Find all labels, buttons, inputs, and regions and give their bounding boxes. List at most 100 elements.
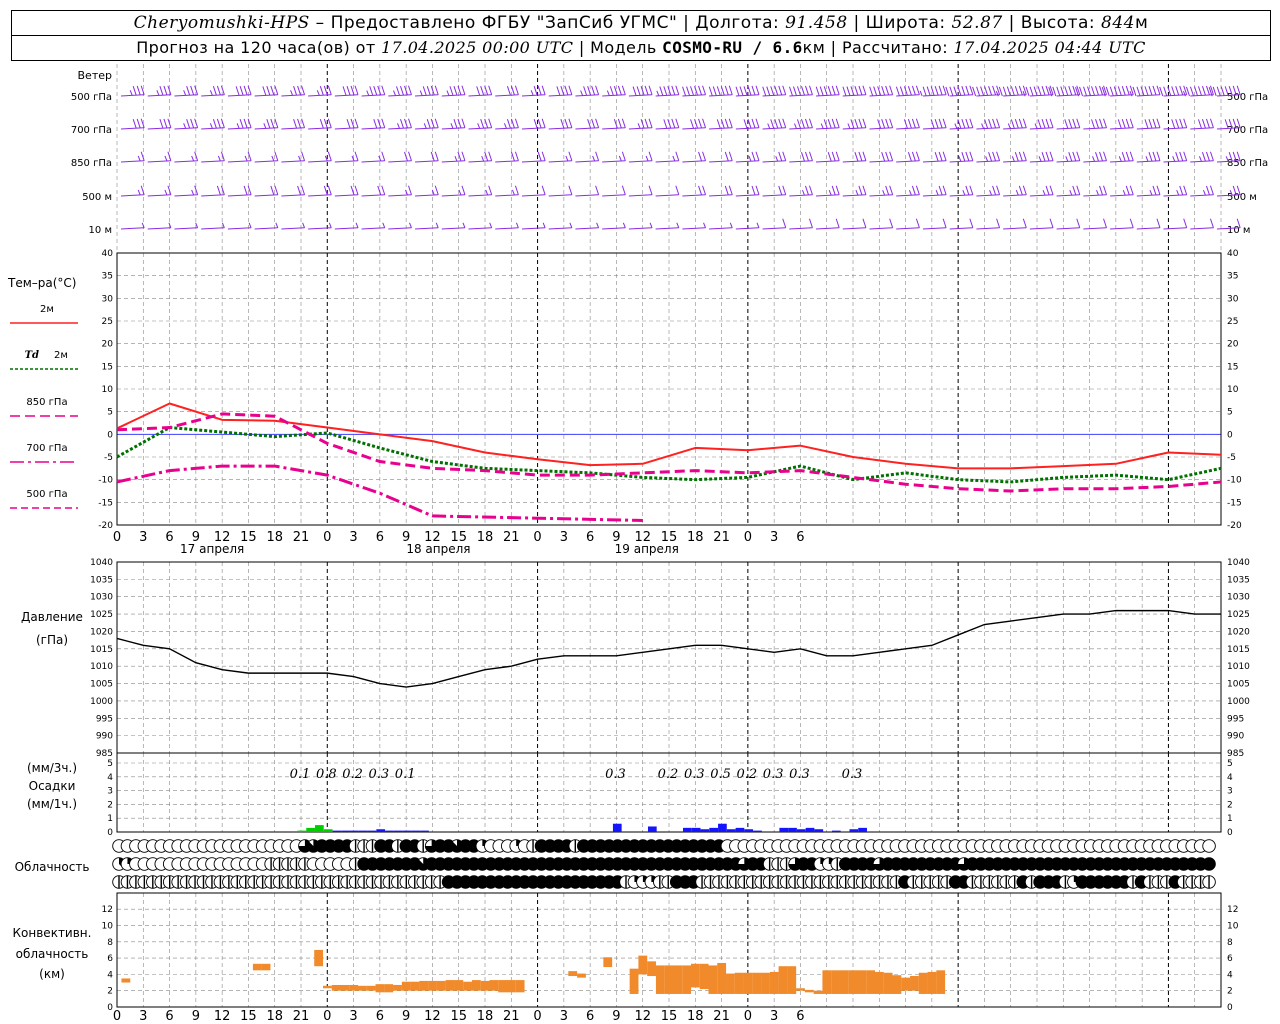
precip-hourly-bar [744,829,754,832]
wind-barb [949,151,974,163]
pressure-panel-title: Давление [21,610,83,624]
forecast-start: 17.04.2025 00:00 UTC [381,38,574,57]
conv-xtick: 12 [634,1009,651,1024]
conv-xtick: 18 [266,1009,283,1024]
conv-xtick: 0 [323,1009,331,1024]
precip-ytick-right: 3 [1227,787,1233,797]
wind-barb-flag [716,119,721,129]
pressure-ytick-right: 990 [1227,732,1244,742]
wind-barb [842,218,867,230]
temp-series-line-t700 [116,464,643,522]
wind-barb [201,85,225,97]
wind-barb-flag [1121,85,1126,96]
wind-barb-half-flag [1034,123,1038,129]
wind-barb [147,118,172,130]
wind-barb-staff [201,94,225,97]
wind-barb-staff [815,227,840,230]
wind-barb-flag [1189,86,1194,96]
wind-barb [1029,185,1054,197]
date-label: 17 апреля [180,542,244,556]
wind-barb-flag [885,151,890,162]
wind-barb-flag [862,85,867,95]
wind-barb-flag [430,151,435,162]
wind-barb-staff [709,94,733,97]
wind-barb-staff [1083,94,1107,97]
wind-barb [919,85,947,97]
wind-barb-flag [609,86,614,96]
wind-barb-half-flag [409,222,412,228]
wind-barb-flag [1076,151,1081,161]
temp-ytick-right: 30 [1227,294,1239,304]
wind-barb-half-flag [209,123,213,129]
wind-barb-flag [690,119,695,129]
wind-barb-flag [377,85,382,96]
wind-barb-flag [556,86,561,96]
precip-panel-frame [116,752,1222,833]
header-forecast-line: Прогноз на 120 часа(ов) от 17.04.2025 00… [11,35,1271,61]
wind-barb-flag [702,85,707,95]
wind-barb-flag [1209,185,1214,195]
wind-barb-half-flag [1225,156,1229,162]
wind-barb-flag [1159,86,1164,97]
wind-barb-flag [136,85,141,96]
wind-barb-staff [709,127,733,130]
wind-barb-flag [1156,118,1161,128]
wind-barb [602,185,626,197]
wind-barb [174,222,199,230]
wind-barb-half-flag [191,155,195,162]
wind-barb-flag [327,85,332,95]
precip-3h-total: 0.2 [342,767,363,782]
wind-barb-flag [1232,151,1237,162]
wind-barb-staff [120,160,145,163]
wind-barb-staff [1003,160,1027,163]
wind-barb-staff [896,227,920,230]
wind-barb-flag [1144,119,1149,129]
conv-cloud-bar [752,972,762,994]
wind-barb-flag [998,86,1003,97]
wind-barb-staff [227,127,252,130]
precip-hourly-bar [341,830,351,832]
wind-barb-half-flag [1015,189,1019,196]
wind-barb-flag [903,119,908,129]
wind-barb-flag [862,151,867,161]
temp-ytick-right: 10 [1227,385,1239,395]
wind-barb-flag [186,118,191,129]
wind-barb-flag [988,85,993,96]
wind-barb-flag [1129,218,1134,228]
longitude-value: 91.458 [785,13,848,33]
conv-panel-label: облачность [16,947,89,961]
wind-barb-flag [1049,118,1054,128]
conv-cloud-bar [664,965,674,994]
wind-barb-flag [969,151,974,161]
wind-barb-flag [216,185,221,196]
precip-panel-label: (мм/3ч.) [27,761,77,775]
wind-barb-flag [903,86,908,96]
conv-ytick-left: 10 [102,921,114,931]
wind-barb-half-flag [156,90,160,96]
wind-barb [415,151,439,163]
wind-barb-staff [1003,194,1027,197]
wind-barb-half-flag [129,90,133,96]
wind-barb-flag [488,118,493,128]
wind-barb-half-flag [1038,156,1042,162]
wind-barb-flag [778,118,783,129]
wind-barb-half-flag [855,189,859,196]
wind-barb-flag [1049,218,1054,228]
conv-cloud-bar [796,988,805,991]
conv-xtick: 6 [376,1009,384,1024]
wind-barb-flag [514,151,519,161]
wind-barb-flag [778,151,783,162]
conv-ytick-left: 6 [107,954,113,964]
wind-barb-flag [889,185,894,195]
wind-barb-staff [842,127,866,130]
wind-barb-half-flag [168,222,172,228]
wind-barb-flag [342,86,347,96]
conv-xtick: 9 [192,1009,200,1024]
wind-barb-flag [1125,185,1130,196]
wind-barb [441,151,466,163]
wind-barb-staff [762,94,786,97]
wind-barb-staff [628,194,653,197]
wind-barb [388,185,412,197]
wind-barb [789,185,813,197]
wind-barb-flag [533,118,538,129]
